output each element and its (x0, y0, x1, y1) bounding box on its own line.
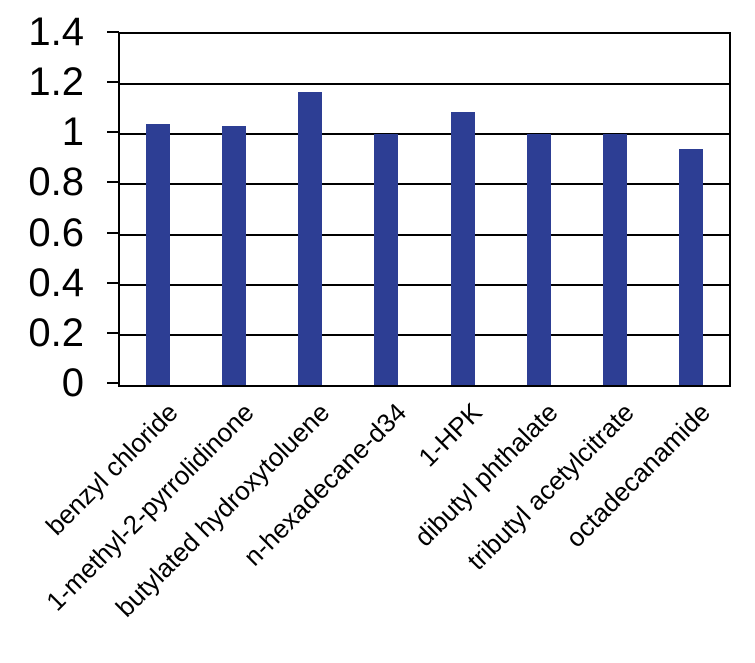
y-axis-tick (107, 131, 119, 134)
y-axis-tick-label: 0.6 (28, 210, 84, 255)
bar-octadecanamide (679, 149, 703, 385)
plot-area (118, 32, 731, 387)
gridline-1.2 (120, 83, 729, 86)
y-axis-tick (107, 81, 119, 84)
bar-n-hexadecane-d34 (374, 134, 398, 385)
x-axis-category-label: octadecanamide (560, 397, 717, 554)
bar-1-methyl-2-pyrrolidinone (222, 126, 246, 385)
x-axis-category-label: benzyl chloride (39, 397, 184, 541)
gridline-0.6 (120, 233, 729, 236)
bar-dibutyl-phthalate (527, 134, 551, 385)
y-axis-tick-label: 0.4 (28, 260, 84, 305)
bar-butylated-hydroxytoluene (298, 92, 322, 385)
y-axis-tick-label: 0 (61, 361, 84, 405)
y-axis-tick-label: 1.4 (28, 10, 84, 54)
y-axis-tick (107, 331, 119, 334)
bar-tributyl-acetylcitrate (603, 134, 627, 385)
bar-benzyl-chloride (146, 124, 170, 385)
y-axis-tick (107, 31, 119, 33)
gridline-0.8 (120, 183, 729, 186)
y-axis-tick-label: 0.2 (28, 310, 84, 355)
y-axis-tick-label: 1.2 (28, 60, 84, 105)
gridline-0.2 (120, 333, 729, 336)
gridline-1 (120, 133, 729, 136)
y-axis-tick (107, 382, 119, 384)
y-axis-tick (107, 231, 119, 234)
y-axis-tick-label: 0.8 (28, 160, 84, 205)
y-axis-tick (107, 181, 119, 184)
gridline-0.4 (120, 283, 729, 286)
bar-1-hpk (451, 112, 475, 385)
y-axis-tick (107, 281, 119, 284)
y-axis-tick-label: 1 (61, 110, 84, 155)
